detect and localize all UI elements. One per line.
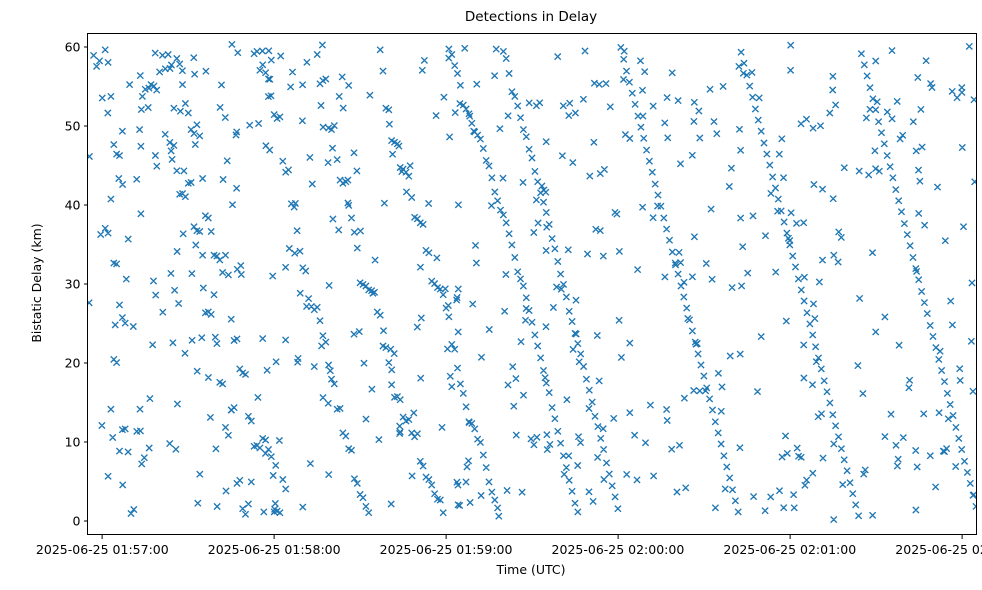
- x-tick: 2025-06-25 02:01:00: [723, 534, 856, 557]
- x-tick-mark: [961, 534, 963, 539]
- y-tick: 30: [65, 273, 88, 292]
- x-tick: 2025-06-25 01:58:00: [208, 534, 341, 557]
- y-tick: 0: [73, 510, 88, 529]
- y-tick: 60: [65, 36, 88, 55]
- y-tick-mark: [83, 46, 88, 48]
- y-tick-label: 60: [64, 39, 81, 55]
- y-tick: 40: [65, 194, 88, 213]
- y-tick-label: 20: [64, 355, 81, 371]
- x-tick-mark: [617, 534, 619, 539]
- scatter-data-layer: [88, 34, 976, 534]
- x-tick-mark: [445, 534, 447, 539]
- x-tick-label: 2025-06-25 01:59:00: [379, 541, 513, 557]
- y-tick-label: 30: [64, 276, 81, 292]
- x-tick: 2025-06-25 02:00:00: [551, 534, 685, 557]
- y-tick-label: 50: [64, 118, 81, 134]
- x-tick-mark: [101, 534, 103, 539]
- plot-area: 0 10 20 30 40 50 60 2025-06-25 01:57:00 2025-06…: [36, 33, 982, 557]
- y-tick-label: 10: [64, 434, 81, 450]
- x-tick-label: 2025-06-25 02:00:00: [551, 541, 685, 557]
- x-tick-label: 2025-06-25 02:01:00: [723, 541, 857, 557]
- y-axis-label: Bistatic Delay (km): [29, 223, 44, 343]
- x-tick: 2025-06-25 02:02:00: [895, 534, 982, 557]
- x-tick-mark: [273, 534, 275, 539]
- y-tick: 10: [65, 431, 88, 450]
- y-tick-mark: [83, 441, 88, 443]
- y-tick-label: 0: [72, 513, 81, 529]
- x-tick-label: 2025-06-25 01:58:00: [207, 541, 341, 557]
- y-tick-mark: [83, 283, 88, 285]
- y-tick: 50: [65, 115, 88, 134]
- x-axis-label: Time (UTC): [496, 562, 566, 577]
- x-tick-mark: [789, 534, 791, 539]
- x-tick: 2025-06-25 01:59:00: [379, 534, 513, 557]
- y-tick-mark: [83, 520, 88, 522]
- y-tick: 20: [65, 352, 88, 371]
- y-tick-mark: [83, 125, 88, 127]
- y-tick-mark: [83, 362, 88, 364]
- x-tick: 2025-06-25 01:57:00: [36, 534, 169, 557]
- y-tick-label: 40: [64, 197, 81, 213]
- y-tick-mark: [83, 204, 88, 206]
- scatter-points: [88, 40, 976, 524]
- x-tick-label: 2025-06-25 01:57:00: [35, 541, 169, 557]
- x-tick-label: 2025-06-25 02:02:00: [895, 541, 982, 557]
- page-title: Detections in Delay: [464, 9, 598, 25]
